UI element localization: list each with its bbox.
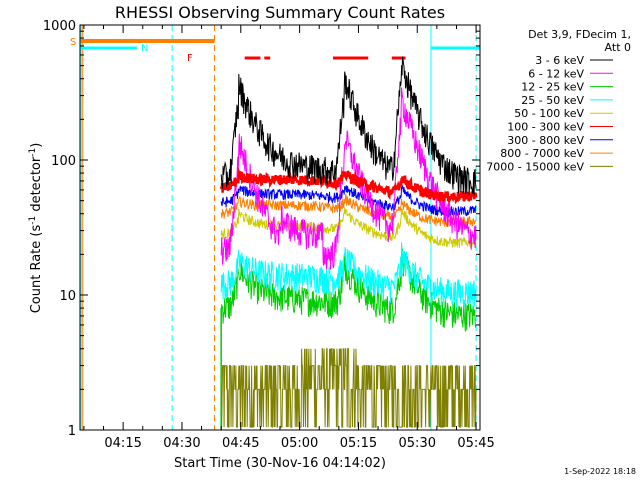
series-line-8: [220, 348, 477, 428]
series-line-6: [220, 185, 477, 218]
chart-title: RHESSI Observing Summary Count Rates: [115, 3, 445, 22]
x-tick-label-1: 04:30: [163, 436, 200, 451]
y-axis-label-sup1: -1: [28, 216, 38, 225]
legend-label-5: 100 - 300 keV: [507, 121, 584, 134]
legend-label-0: 3 - 6 keV: [535, 54, 584, 67]
legend-label-6: 300 - 800 keV: [507, 134, 584, 147]
legend-label-4: 50 - 100 keV: [514, 107, 584, 120]
night-flag-label: N: [141, 43, 148, 54]
legend-label-2: 12 - 25 keV: [521, 81, 584, 94]
axis-layer: 04:15 04:30 04:45 05:00 05:15 05:30 05:45 1 10 10…: [43, 19, 495, 451]
x-tick-label-4: 05:15: [340, 436, 377, 451]
legend-header-line-1: Det 3,9, FDecim 1,: [528, 28, 631, 41]
legend-label-1: 6 - 12 keV: [528, 67, 584, 80]
saa-flag-label: S: [70, 37, 76, 48]
y-tick-label-3: 1000: [43, 19, 76, 34]
legend-header-line-2: Att 0: [605, 41, 631, 54]
legend-label-8: 7000 - 15000 keV: [486, 160, 584, 173]
y-axis-label: Count Rate (s-1 detector-1): [28, 143, 44, 314]
legend-label-3: 25 - 50 keV: [521, 94, 584, 107]
series-line-0: [220, 56, 477, 196]
plot-layer: S N F: [70, 25, 480, 430]
series-line-1: [220, 87, 477, 270]
y-axis-label-main: Count Rate (s: [29, 225, 44, 314]
series-line-3: [220, 242, 477, 309]
y-axis-label-end: ): [29, 143, 44, 148]
flare-flag-label: F: [187, 53, 193, 64]
x-tick-label-6: 05:45: [457, 436, 494, 451]
legend-label-7: 800 - 7000 keV: [500, 147, 584, 160]
y-tick-label-0: 1: [68, 424, 76, 439]
series-line-4: [220, 207, 477, 249]
y-tick-label-1: 10: [59, 289, 76, 304]
x-axis-label: Start Time (30-Nov-16 04:14:02): [174, 456, 386, 471]
y-axis-label-sup2: -1: [28, 148, 38, 157]
generation-timestamp: 1-Sep-2022 18:18: [564, 467, 636, 476]
series-line-2: [220, 245, 477, 332]
series-line-5: [219, 166, 478, 205]
x-tick-label-2: 04:45: [222, 436, 259, 451]
y-tick-label-2: 100: [51, 154, 76, 169]
y-axis-label-mid: detector: [29, 156, 44, 216]
x-tick-label-5: 05:30: [399, 436, 436, 451]
x-tick-label-0: 04:15: [104, 436, 141, 451]
x-tick-label-3: 05:00: [281, 436, 318, 451]
